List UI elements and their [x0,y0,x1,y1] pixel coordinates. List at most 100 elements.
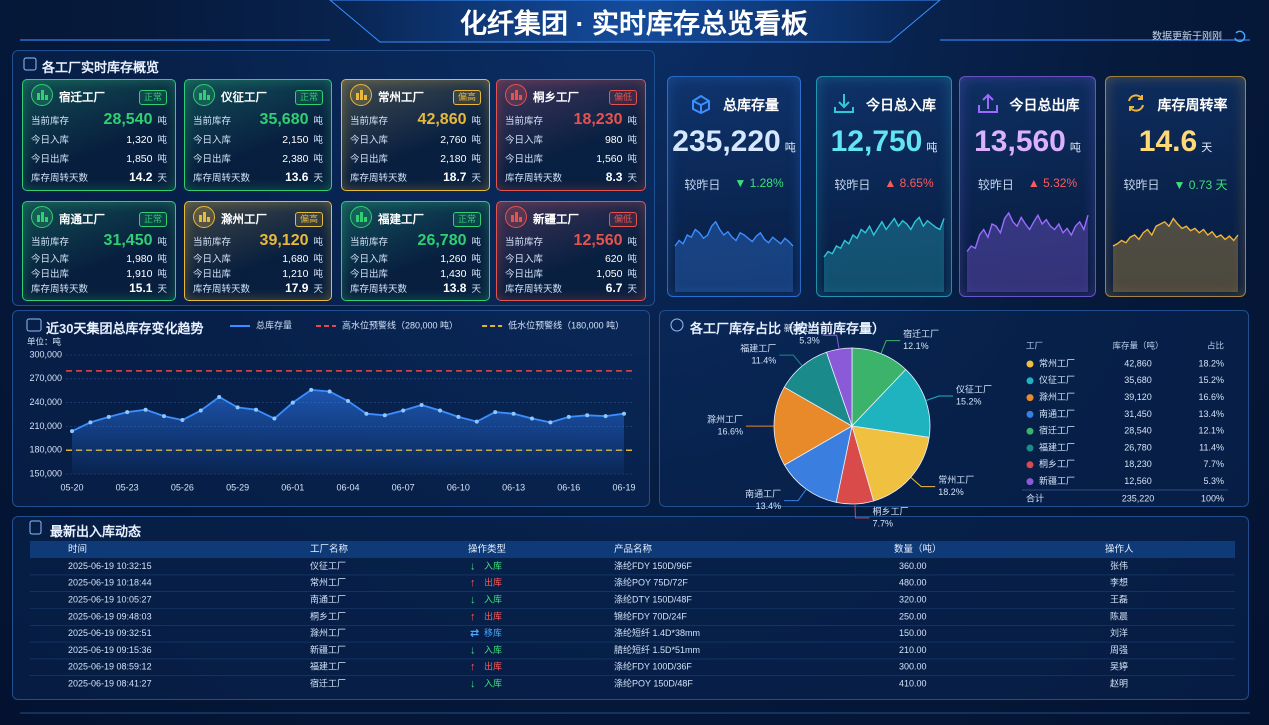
card-row: 当前库存 18,230 吨 [505,110,637,129]
kpi-head: 今日总出库 [960,91,1095,118]
row-value: 18,230 吨 [574,111,637,129]
update-note: 数据更新于刚刚 [1152,30,1222,43]
row-label: 库存周转天数 [31,172,89,184]
value: 17.9 [285,281,309,296]
kpi-card: 今日总入库 12,750 吨较昨日 ▲ 8.65% [816,76,952,297]
factory-icon [505,205,527,233]
value: 1,210 [282,267,309,280]
value: 13.6 [285,169,309,184]
card-row: 今日入库 2,760 吨 [350,129,481,148]
unit: 天 [313,284,323,296]
row-value: 17.9 天 [285,281,323,295]
row-label: 今日出库 [193,153,232,165]
compare-label: 较昨日 [834,178,871,192]
row-label: 当前库存 [31,115,70,127]
row-value: 13.6 天 [285,170,323,184]
row-label: 当前库存 [193,237,232,248]
value: 1,430 [440,267,467,280]
row-label: 库存周转天数 [350,284,408,296]
row-value: 2,180 吨 [440,151,481,165]
value: 1,560 [596,152,623,165]
compare-change: ▼ 1.28% [734,176,784,190]
icon-glyph [692,94,710,115]
row-value: 6.7 天 [606,281,637,295]
unit: 吨 [627,115,637,127]
factory-card: 滁州工厂 偏高 当前库存 39,120 吨今日入库 1,680 吨今日出库 1,210 吨库存周… [184,201,332,301]
row-value: 28,540 吨 [104,111,167,129]
kpi-icon [976,91,1000,118]
card-row: 库存周转天数 13.8 天 [350,281,481,296]
kpi-card: 今日总出库 13,560 吨较昨日 ▲ 5.32% [959,76,1096,297]
row-value: 39,120 吨 [260,232,323,250]
kpi-compare: 较昨日 ▼ 0.73 天 [1106,176,1245,193]
kpi-head: 库存周转率 [1106,91,1245,118]
row-value: 1,680 吨 [282,251,323,265]
factory-icon [31,205,53,233]
kpi-head: 总库存量 [668,91,800,118]
unit: 吨 [627,134,637,146]
row-value: 1,260 吨 [440,251,481,265]
factory-card: 仪征工厂 正常 当前库存 35,680 吨今日入库 2,150 吨今日出库 2,380 吨库存周… [184,79,332,191]
kpi-head: 今日总入库 [817,91,951,118]
row-value: 2,760 吨 [440,132,481,146]
value: 15.1 [129,281,153,296]
value: 1,850 [126,152,153,165]
row-value: 1,210 吨 [282,266,323,280]
card-header: 宿迁工厂 正常 [31,83,167,111]
icon-glyph [356,89,367,100]
value: 1,910 [126,267,153,280]
value: 6.7 [605,281,623,296]
card-row: 今日入库 1,320 吨 [31,129,167,148]
icon-glyph [834,94,854,113]
value: 1,320 [126,133,153,146]
value: 2,380 [282,152,309,165]
factory-icon [31,83,53,111]
kpi-card: 总库存量 235,220 吨较昨日 ▼ 1.28% [667,76,801,297]
unit: 吨 [313,268,323,280]
factory-card: 福建工厂 正常 当前库存 26,780 吨今日入库 1,260 吨今日出库 1,430 吨库存周… [341,201,490,301]
card-row: 今日入库 1,980 吨 [31,250,167,265]
card-row: 当前库存 35,680 吨 [193,110,323,129]
value: 1,050 [596,267,623,280]
kpi-value: 13,560 吨 [960,125,1095,159]
icon [692,94,710,115]
kpi-title: 总库存量 [723,96,779,113]
row-value: 1,430 吨 [440,266,481,280]
card-row: 库存周转天数 8.3 天 [505,167,637,186]
status-badge: 偏低 [608,211,637,227]
unit: 吨 [627,253,637,265]
icon-glyph [37,211,48,222]
row-value: 42,860 吨 [418,111,481,129]
row-value: 12,560 吨 [574,232,637,250]
factory-name: 滁州工厂 [221,214,267,226]
log-panel [12,516,1249,700]
unit: 吨 [627,268,637,280]
card-header: 新疆工厂 偏低 [505,205,637,233]
unit: 吨 [157,134,167,146]
factory-icon [193,205,215,233]
factory-name: 新疆工厂 [533,214,579,226]
value: 26,780 [417,232,467,249]
factory-name: 仪征工厂 [221,92,267,104]
value: 620 [604,252,623,265]
unit: 吨 [313,115,323,127]
unit: 吨 [1069,142,1081,154]
status-badge: 偏低 [608,89,637,105]
page-title: 化纤集团 · 实时库存总览看板 [460,8,808,39]
card-row: 库存周转天数 18.7 天 [350,167,481,186]
row-label: 当前库存 [505,115,544,127]
value: 2,150 [282,133,309,146]
icon-glyph [37,89,48,100]
icon [977,93,998,113]
row-label: 库存周转天数 [350,172,408,184]
unit: 吨 [157,253,167,265]
row-value: 1,050 吨 [596,266,637,280]
kpi-compare: 较昨日 ▲ 8.65% [817,176,951,193]
card-row: 今日出库 1,430 吨 [350,265,481,280]
factory-card: 桐乡工厂 偏低 当前库存 18,230 吨今日入库 980 吨今日出库 1,560 吨库存周转天… [496,79,646,191]
row-value: 35,680 吨 [260,111,323,129]
value: 14.2 [129,169,153,184]
row-label: 库存周转天数 [193,172,251,184]
value: 12,560 [573,232,623,249]
unit: 天 [157,284,167,296]
